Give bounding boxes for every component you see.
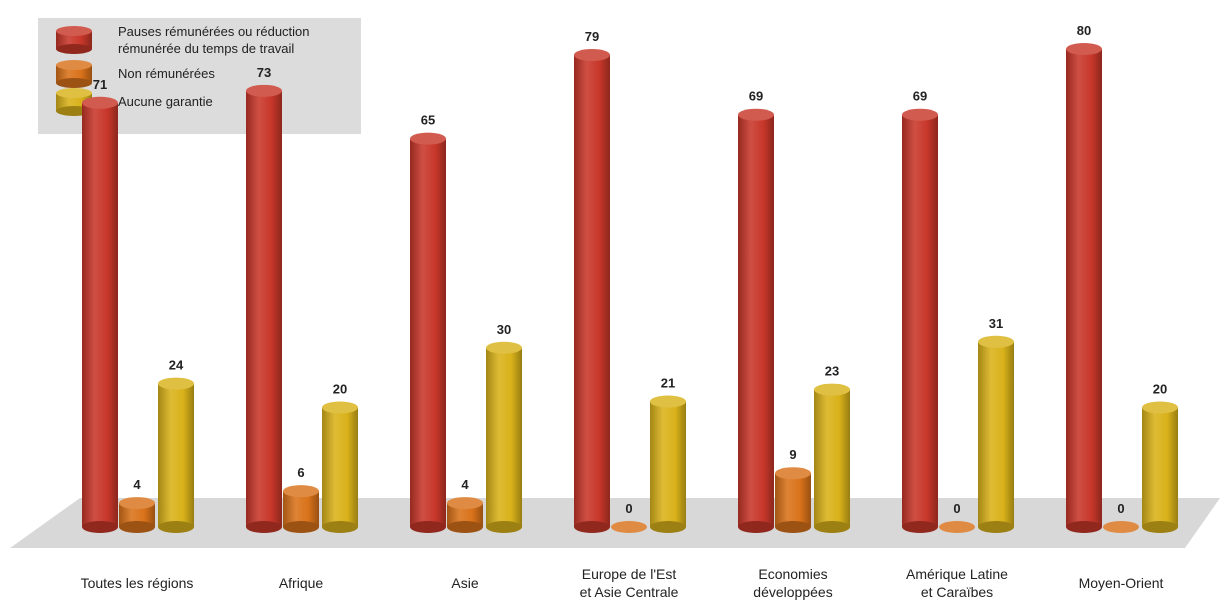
bars: 71 4 24 73 6 20 65 4 30 79 0 21 69 9 23 69 0 31 80 0 20 xyxy=(82,23,1178,533)
category-labels: Toutes les régions Afrique Asie Europe de l… xyxy=(81,566,1164,600)
bar xyxy=(410,132,446,533)
bar-value-label: 71 xyxy=(93,77,107,92)
bar-value-label: 80 xyxy=(1077,23,1091,38)
bar xyxy=(814,383,850,533)
bar xyxy=(650,395,686,533)
bar-value-label: 21 xyxy=(661,376,675,391)
legend-swatch xyxy=(56,60,92,88)
bar-value-label: 20 xyxy=(1153,382,1167,397)
category-label: Afrique xyxy=(279,575,324,591)
legend-label: Non rémunérées xyxy=(118,66,215,81)
category-label: Moyen-Orient xyxy=(1079,575,1164,591)
category-label: Toutes les régions xyxy=(81,575,194,591)
bar xyxy=(611,521,647,533)
bar xyxy=(1103,521,1139,533)
bar-value-label: 69 xyxy=(749,89,763,104)
bar xyxy=(246,84,282,533)
bar-value-label: 0 xyxy=(1117,501,1124,516)
legend-label: Aucune garantie xyxy=(118,94,213,109)
bar-value-label: 4 xyxy=(461,477,469,492)
bar xyxy=(322,401,358,533)
bar-value-label: 73 xyxy=(257,65,271,80)
bar-value-label: 69 xyxy=(913,89,927,104)
legend-label: Pauses rémunérées ou réduction rémunérée … xyxy=(118,24,310,56)
bar xyxy=(902,108,938,533)
bar xyxy=(775,467,811,533)
bar-value-label: 9 xyxy=(789,447,796,462)
category-label: Asie xyxy=(451,575,478,591)
bar-value-label: 24 xyxy=(169,358,184,373)
bar-value-label: 65 xyxy=(421,113,435,128)
bar xyxy=(283,485,319,533)
bar-value-label: 31 xyxy=(989,316,1003,331)
bar-value-label: 20 xyxy=(333,382,347,397)
bar xyxy=(1066,43,1102,533)
bar xyxy=(574,48,610,533)
bar-value-label: 4 xyxy=(133,477,141,492)
legend-swatch xyxy=(56,26,92,54)
bar xyxy=(82,96,118,533)
bar-value-label: 6 xyxy=(297,465,304,480)
bar xyxy=(158,377,194,533)
bar xyxy=(486,341,522,533)
bar-value-label: 0 xyxy=(953,501,960,516)
category-label: Amérique Latine et Caraïbes xyxy=(906,566,1008,600)
bar-value-label: 23 xyxy=(825,364,839,379)
bar xyxy=(447,497,483,533)
bar xyxy=(1142,401,1178,533)
bar xyxy=(939,521,975,533)
category-label: Economies développées xyxy=(753,566,832,600)
bar xyxy=(978,335,1014,533)
bar-value-label: 79 xyxy=(585,29,599,44)
bar xyxy=(119,497,155,533)
bar-value-label: 30 xyxy=(497,322,511,337)
bar xyxy=(738,108,774,533)
category-label: Europe de l'Est et Asie Centrale xyxy=(580,566,679,600)
bar-value-label: 0 xyxy=(625,501,632,516)
